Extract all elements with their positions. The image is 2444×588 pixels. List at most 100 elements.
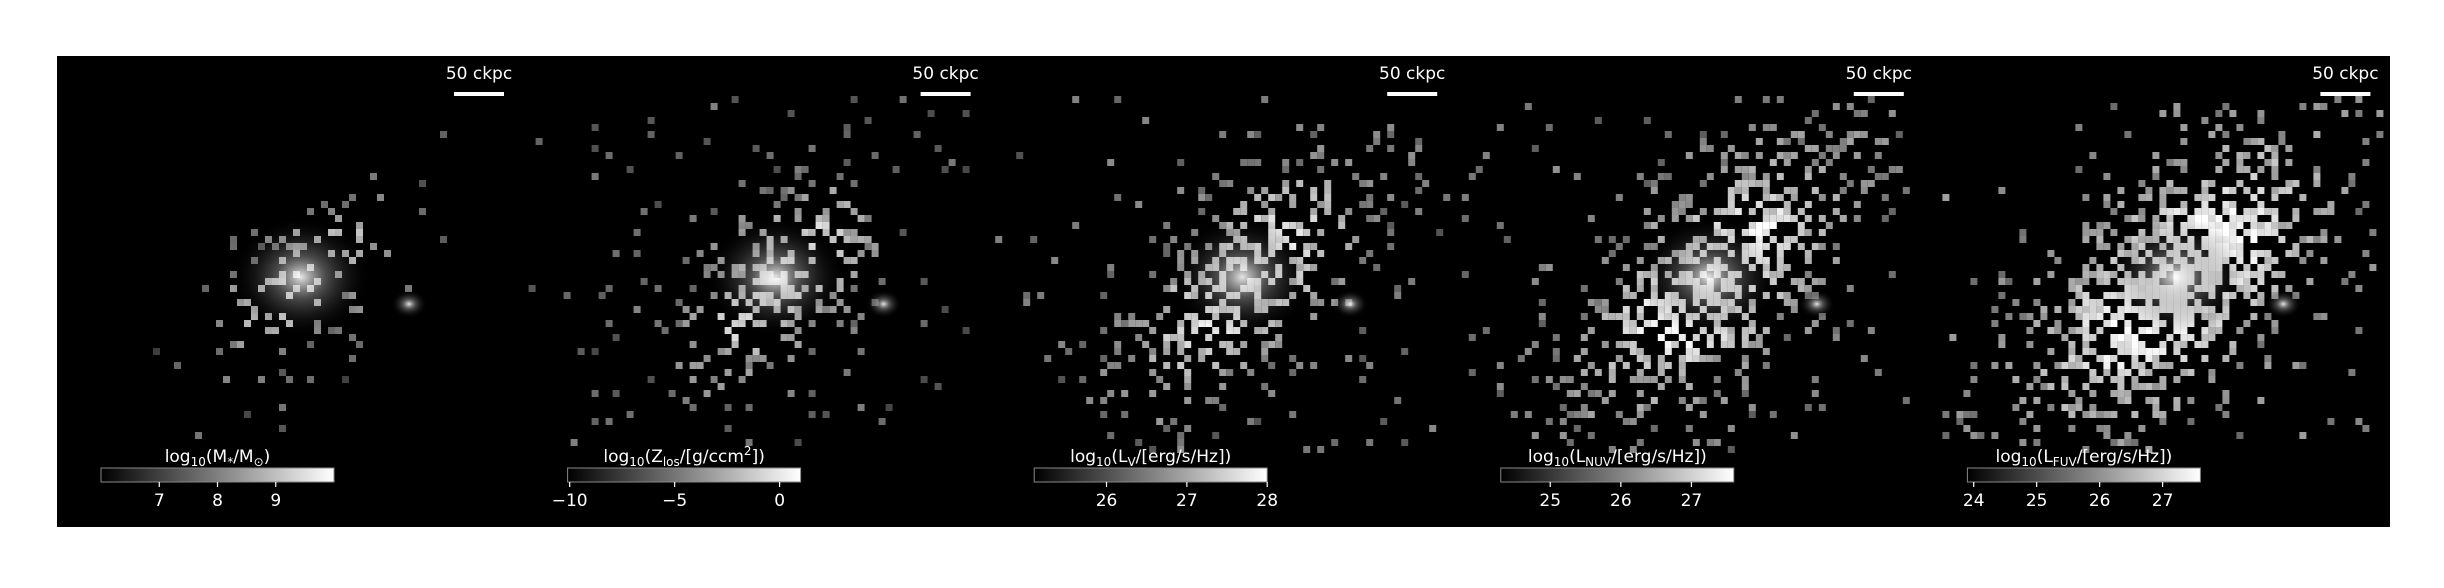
map-pixel — [1282, 222, 1290, 229]
map-pixel — [1776, 173, 1784, 180]
map-pixel — [2103, 194, 2111, 201]
map-pixel — [2138, 369, 2146, 376]
map-pixel — [2026, 313, 2034, 320]
map-pixel — [2152, 166, 2160, 173]
map-pixel — [1254, 159, 1262, 166]
map-pixel — [1678, 369, 1686, 376]
map-pixel — [1783, 215, 1791, 222]
map-pixel — [1657, 383, 1665, 390]
map-pixel — [1415, 138, 1423, 145]
map-pixel — [2082, 320, 2090, 327]
map-pixel — [2124, 397, 2132, 404]
galaxy-core — [231, 217, 371, 337]
map-pixel — [1408, 159, 1416, 166]
label-part: (L — [1569, 447, 1586, 467]
map-pixel — [2138, 194, 2146, 201]
map-pixel — [1895, 166, 1903, 173]
map-pixel — [2222, 397, 2230, 404]
map-pixel — [2054, 320, 2062, 327]
map-pixel — [1636, 306, 1644, 313]
map-pixel — [1783, 243, 1791, 250]
map-pixel — [745, 355, 753, 362]
map-pixel — [2376, 110, 2384, 117]
map-pixel — [1184, 376, 1192, 383]
map-pixel — [2257, 264, 2265, 271]
map-pixel — [279, 425, 286, 432]
map-pixel — [2012, 299, 2020, 306]
map-pixel — [1713, 355, 1721, 362]
map-pixel — [1804, 404, 1812, 411]
map-pixel — [1468, 369, 1476, 376]
map-pixel — [1359, 355, 1367, 362]
map-pixel — [279, 404, 286, 411]
map-pixel — [1219, 341, 1227, 348]
map-pixel — [2229, 215, 2237, 222]
map-pixel — [279, 348, 286, 355]
map-pixel — [1748, 404, 1756, 411]
map-pixel — [836, 173, 844, 180]
map-pixel — [1461, 215, 1469, 222]
map-pixel — [1163, 425, 1171, 432]
map-pixel — [2089, 229, 2097, 236]
map-pixel — [2215, 110, 2223, 117]
map-pixel — [1594, 306, 1602, 313]
label-part: 10 — [1096, 455, 1111, 469]
map-pixel — [1380, 173, 1388, 180]
map-pixel — [1114, 348, 1122, 355]
map-pixel — [808, 390, 816, 397]
map-pixel — [1128, 320, 1136, 327]
map-pixel — [2236, 152, 2244, 159]
map-pixel — [1769, 222, 1777, 229]
map-pixel — [808, 180, 816, 187]
map-pixel — [1755, 334, 1763, 341]
map-pixel — [1615, 355, 1623, 362]
map-pixel — [1783, 187, 1791, 194]
map-pixel — [2180, 355, 2188, 362]
label-part: 10 — [191, 455, 206, 469]
map-pixel — [2362, 425, 2370, 432]
map-pixel — [1240, 208, 1248, 215]
map-pixel — [1678, 208, 1686, 215]
map-pixel — [2005, 313, 2013, 320]
map-pixel — [717, 313, 725, 320]
map-pixel — [2180, 208, 2188, 215]
map-pixel — [1832, 208, 1840, 215]
map-pixel — [1762, 222, 1770, 229]
map-pixel — [342, 201, 349, 208]
map-pixel — [1720, 397, 1728, 404]
map-pixel — [2124, 369, 2132, 376]
map-pixel — [1387, 229, 1395, 236]
map-pixel — [1552, 334, 1560, 341]
map-pixel — [1706, 355, 1714, 362]
map-pixel — [1622, 285, 1630, 292]
map-pixel — [591, 418, 599, 425]
map-pixel — [1727, 187, 1735, 194]
map-pixel — [2229, 348, 2237, 355]
map-pixel — [1888, 166, 1896, 173]
map-pixel — [1198, 348, 1206, 355]
map-pixel — [1650, 376, 1658, 383]
map-pixel — [2040, 383, 2048, 390]
map-pixel — [1587, 390, 1595, 397]
map-pixel — [1163, 341, 1171, 348]
map-pixel — [689, 376, 697, 383]
map-pixel — [1184, 383, 1192, 390]
map-pixel — [1734, 208, 1742, 215]
map-pixel — [2068, 425, 2076, 432]
map-pixel — [675, 320, 683, 327]
map-pixel — [1699, 397, 1707, 404]
colorbar-tick-label: 26 — [2089, 491, 2111, 511]
map-pixel — [2061, 376, 2069, 383]
map-pixel — [794, 173, 802, 180]
map-pixel — [1720, 166, 1728, 173]
map-pixel — [2208, 131, 2216, 138]
map-pixel — [1970, 362, 1978, 369]
colorbar-tick-label: 27 — [1176, 491, 1198, 511]
map-pixel — [2096, 278, 2104, 285]
map-pixel — [2187, 334, 2195, 341]
map-pixel — [1317, 145, 1325, 152]
map-pixel — [2068, 278, 2076, 285]
map-pixel — [1650, 222, 1658, 229]
map-pixel — [1177, 159, 1185, 166]
map-pixel — [2257, 166, 2265, 173]
